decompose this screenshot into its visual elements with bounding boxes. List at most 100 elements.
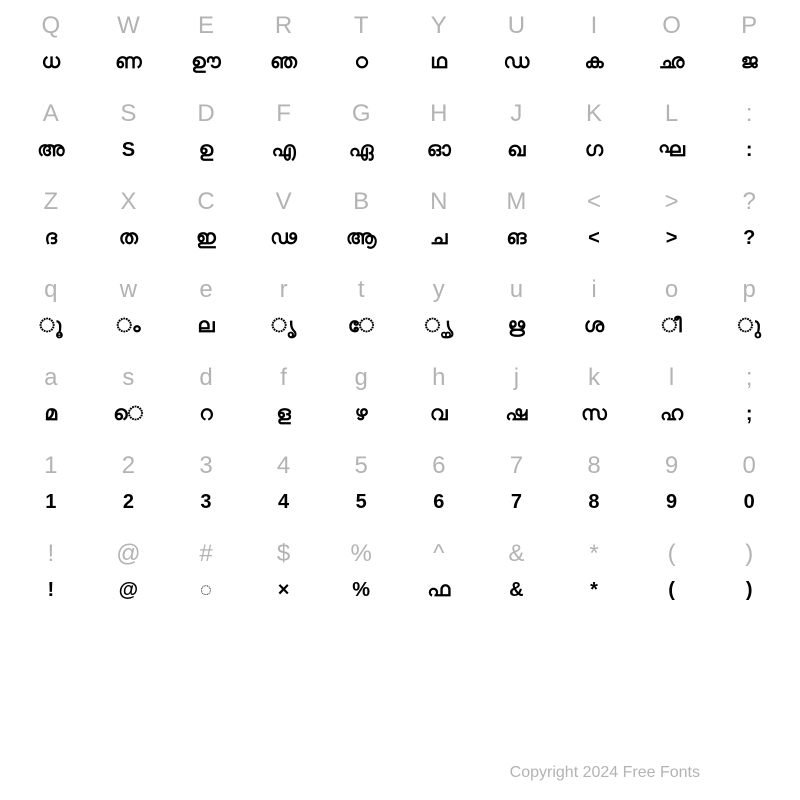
key-label: 5	[355, 448, 368, 484]
char-cell: >>	[633, 184, 711, 272]
key-label: N	[430, 184, 447, 220]
glyph-label: ണ	[115, 44, 142, 80]
glyph-label: ◌	[200, 572, 212, 608]
key-label: s	[122, 360, 134, 396]
glyph-label: ഹ	[660, 396, 683, 432]
glyph-label: ത	[119, 220, 138, 256]
glyph-label: ആ	[346, 220, 376, 256]
glyph-label: ഴ	[355, 396, 368, 432]
key-label: w	[120, 272, 137, 308]
key-label: V	[276, 184, 292, 220]
char-cell: Yഥ	[400, 8, 478, 96]
char-cell: lഹ	[633, 360, 711, 448]
key-label: 9	[665, 448, 678, 484]
char-cell: ??	[710, 184, 788, 272]
glyph-label: 5	[356, 484, 367, 520]
char-cell: $×	[245, 536, 323, 624]
glyph-label: ു	[737, 308, 760, 344]
key-label: Z	[43, 184, 58, 220]
glyph-label: ഊ	[191, 44, 220, 80]
char-cell: eല	[167, 272, 245, 360]
glyph-label: 9	[666, 484, 677, 520]
glyph-label: (	[668, 572, 675, 608]
char-cell: Aഅ	[12, 96, 90, 184]
key-label: @	[116, 536, 140, 572]
glyph-label: റ	[199, 396, 212, 432]
glyph-label: :	[746, 132, 753, 168]
char-cell: Kഗ	[555, 96, 633, 184]
char-cell: gഴ	[322, 360, 400, 448]
character-map-grid: QധWണEഊRഞTഠYഥUഡIകOഛPജAഅSSDഉFഎGഏHഓJഖKഗLഘ::…	[0, 0, 800, 624]
glyph-label: @	[119, 572, 139, 608]
key-label: (	[668, 536, 676, 572]
glyph-label: ല	[197, 308, 214, 344]
key-label: C	[197, 184, 214, 220]
glyph-label: 6	[433, 484, 444, 520]
char-cell: aമ	[12, 360, 90, 448]
key-label: F	[276, 96, 291, 132]
key-label: r	[280, 272, 288, 308]
key-label: )	[745, 536, 753, 572]
char-cell: Iക	[555, 8, 633, 96]
glyph-label: 1	[45, 484, 56, 520]
glyph-label: ം	[116, 308, 140, 344]
key-label: q	[44, 272, 57, 308]
char-cell: Hഓ	[400, 96, 478, 184]
key-label: 8	[587, 448, 600, 484]
glyph-label: ഖ	[507, 132, 525, 168]
key-label: J	[510, 96, 522, 132]
glyph-label: ഏ	[349, 132, 374, 168]
glyph-label: ൄ	[424, 308, 453, 344]
glyph-label: <	[588, 220, 600, 256]
char-cell: rൃ	[245, 272, 323, 360]
char-cell: 22	[90, 448, 168, 536]
key-label: X	[120, 184, 136, 220]
char-cell: **	[555, 536, 633, 624]
key-label: T	[354, 8, 369, 44]
key-label: !	[47, 536, 54, 572]
key-label: <	[587, 184, 601, 220]
glyph-label: 2	[123, 484, 134, 520]
copyright-footer: Copyright 2024 Free Fonts	[510, 764, 700, 782]
glyph-label: 0	[744, 484, 755, 520]
char-cell: !!	[12, 536, 90, 624]
key-label: %	[351, 536, 372, 572]
char-cell: Tഠ	[322, 8, 400, 96]
glyph-label: ൂ	[39, 308, 62, 344]
key-label: ^	[433, 536, 444, 572]
glyph-label: ഓ	[427, 132, 451, 168]
key-label: Y	[431, 8, 447, 44]
key-label: d	[199, 360, 212, 396]
char-cell: Rഞ	[245, 8, 323, 96]
key-label: P	[741, 8, 757, 44]
key-label: &	[508, 536, 524, 572]
char-cell: 44	[245, 448, 323, 536]
char-cell: Dഉ	[167, 96, 245, 184]
key-label: g	[355, 360, 368, 396]
key-label: >	[665, 184, 679, 220]
char-cell: Gഏ	[322, 96, 400, 184]
key-label: l	[669, 360, 674, 396]
char-cell: 66	[400, 448, 478, 536]
char-cell: tേ	[322, 272, 400, 360]
glyph-label: ഋ	[508, 308, 525, 344]
char-cell: Pജ	[710, 8, 788, 96]
key-label: H	[430, 96, 447, 132]
glyph-label: ഷ	[505, 396, 527, 432]
char-cell: Qധ	[12, 8, 90, 96]
key-label: 7	[510, 448, 523, 484]
key-label: E	[198, 8, 214, 44]
char-cell: %%	[322, 536, 400, 624]
key-label: I	[591, 8, 598, 44]
char-cell: Vഢ	[245, 184, 323, 272]
char-cell: ))	[710, 536, 788, 624]
char-cell: Mങ	[478, 184, 556, 272]
key-label: 6	[432, 448, 445, 484]
key-label: R	[275, 8, 292, 44]
char-cell: Bആ	[322, 184, 400, 272]
glyph-label: ദ	[45, 220, 57, 256]
key-label: B	[353, 184, 369, 220]
glyph-label: മ	[45, 396, 58, 432]
key-label: u	[510, 272, 523, 308]
char-cell: @@	[90, 536, 168, 624]
